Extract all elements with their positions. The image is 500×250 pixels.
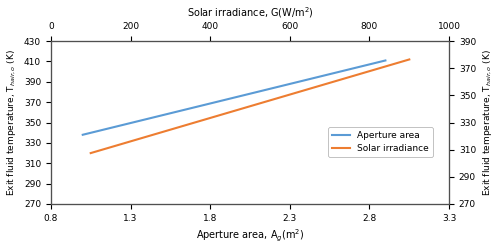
Aperture area xyxy=(382,59,388,62)
Line: Solar irradiance: Solar irradiance xyxy=(90,60,409,153)
X-axis label: Solar irradiance, G(W/m$^2$): Solar irradiance, G(W/m$^2$) xyxy=(186,6,314,20)
Aperture area xyxy=(80,133,86,136)
Y-axis label: Exit fluid temperature, T$_{hair,o}$ (K): Exit fluid temperature, T$_{hair,o}$ (K) xyxy=(6,49,18,196)
Line: Aperture area: Aperture area xyxy=(82,60,386,135)
Solar irradiance xyxy=(406,58,412,61)
X-axis label: Aperture area, A$_g$(m$^2$): Aperture area, A$_g$(m$^2$) xyxy=(196,228,304,244)
Y-axis label: Exit fluid temperature, T$_{hair,o}$ (K): Exit fluid temperature, T$_{hair,o}$ (K) xyxy=(482,49,494,196)
Legend: Aperture area, Solar irradiance: Aperture area, Solar irradiance xyxy=(328,127,432,157)
Solar irradiance xyxy=(88,152,94,154)
